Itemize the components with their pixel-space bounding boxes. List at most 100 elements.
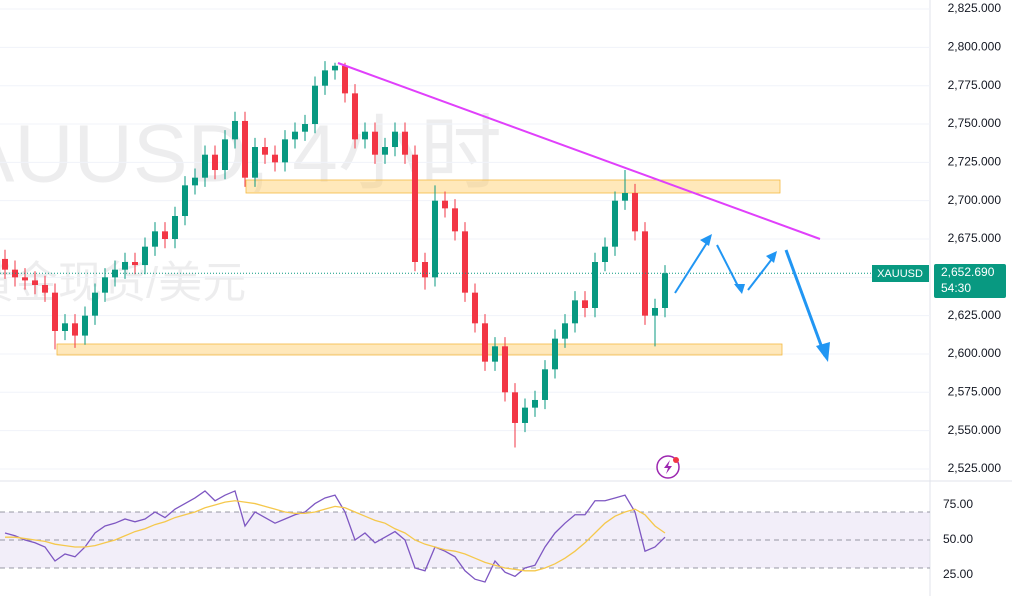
candle-body bbox=[242, 120, 248, 178]
candle-body bbox=[532, 399, 538, 408]
candle-body bbox=[652, 307, 658, 316]
projection-arrow bbox=[716, 244, 741, 291]
candle-body bbox=[62, 323, 68, 331]
projection-arrow bbox=[674, 237, 711, 294]
candle-body bbox=[172, 216, 178, 240]
y-tick-label: 2,750.000 bbox=[948, 116, 1002, 130]
candle-body bbox=[482, 323, 488, 362]
candle-body bbox=[512, 392, 518, 423]
candle-body bbox=[2, 258, 8, 270]
alert-bolt bbox=[664, 460, 672, 474]
candle-body bbox=[202, 154, 208, 178]
candle-body bbox=[522, 407, 528, 423]
zones bbox=[56, 179, 783, 356]
candle-body bbox=[102, 277, 108, 293]
candle-body bbox=[402, 131, 408, 155]
drawings bbox=[337, 62, 830, 362]
candle-body bbox=[582, 300, 588, 308]
plot bbox=[0, 61, 930, 583]
candle-body bbox=[142, 246, 148, 266]
rsi-line bbox=[5, 500, 666, 572]
y-tick-label: 2,600.000 bbox=[948, 346, 1002, 360]
candle-body bbox=[382, 147, 388, 155]
candle-body bbox=[492, 346, 498, 362]
y-tick-label: 2,625.000 bbox=[948, 308, 1002, 322]
candle-body bbox=[52, 292, 58, 331]
projection-arrow bbox=[784, 249, 827, 357]
candle-body bbox=[442, 200, 448, 209]
candle-body bbox=[542, 369, 548, 400]
y-tick-label: 2,700.000 bbox=[948, 193, 1002, 207]
candle-body bbox=[562, 323, 568, 339]
candle-body bbox=[392, 131, 398, 148]
candle-body bbox=[342, 65, 348, 94]
candle-body bbox=[622, 193, 628, 201]
trend-line bbox=[337, 62, 821, 240]
candle-body bbox=[192, 177, 198, 186]
arrow-head bbox=[700, 234, 712, 246]
y-tick-label: 25.00 bbox=[943, 567, 973, 581]
candle-body bbox=[452, 208, 458, 232]
candle-body bbox=[362, 131, 368, 140]
candle-body bbox=[322, 70, 328, 86]
projection-arrow bbox=[747, 254, 776, 291]
candle-body bbox=[572, 300, 578, 324]
candle-body bbox=[282, 139, 288, 163]
candle-body bbox=[372, 131, 378, 155]
candle-body bbox=[182, 185, 188, 217]
symbol-label: XAUUSD bbox=[877, 268, 923, 280]
candle-body bbox=[502, 346, 508, 393]
candle-body bbox=[222, 139, 228, 171]
y-tick-label: 50.00 bbox=[943, 532, 973, 546]
candle-body bbox=[132, 261, 138, 266]
y-tick-label: 2,800.000 bbox=[948, 40, 1002, 54]
arrow-head bbox=[734, 284, 745, 294]
y-tick-label: 2,575.000 bbox=[948, 384, 1002, 398]
candle-body bbox=[612, 200, 618, 247]
candle-body bbox=[252, 147, 258, 178]
y-tick-label: 2,725.000 bbox=[948, 155, 1002, 169]
resistance-zone bbox=[245, 179, 781, 194]
y-tick-label: 2,550.000 bbox=[948, 423, 1002, 437]
candle-body bbox=[632, 193, 638, 232]
last-price-label: 2,652.690 bbox=[941, 265, 995, 279]
y-tick-label: 2,525.000 bbox=[948, 461, 1002, 475]
alert-icon[interactable] bbox=[656, 455, 680, 479]
support-zone bbox=[56, 343, 783, 356]
y-tick-label: 75.00 bbox=[943, 497, 973, 511]
candle-body bbox=[72, 323, 78, 336]
candle-body bbox=[272, 154, 278, 163]
candle-body bbox=[552, 338, 558, 370]
candle-body bbox=[472, 292, 478, 324]
candle-body bbox=[262, 147, 268, 155]
candle-body bbox=[292, 131, 298, 140]
candle-body bbox=[122, 261, 128, 270]
price-badge bbox=[934, 264, 1006, 298]
candle-body bbox=[462, 231, 468, 293]
candle-body bbox=[212, 154, 218, 171]
candle-body bbox=[82, 315, 88, 336]
countdown: 54:30 bbox=[941, 281, 971, 295]
arrow-head bbox=[816, 342, 830, 362]
candle-body bbox=[352, 93, 358, 140]
candle-body bbox=[232, 120, 238, 140]
candle-body bbox=[332, 65, 338, 71]
candle-body bbox=[42, 284, 48, 293]
arrow-head bbox=[766, 251, 777, 263]
y-tick-label: 2,775.000 bbox=[948, 78, 1002, 92]
candle-body bbox=[432, 200, 438, 278]
rsi-line bbox=[4, 490, 666, 583]
candle-body bbox=[602, 246, 608, 262]
symbol-badge bbox=[872, 265, 929, 282]
alert-dot bbox=[673, 457, 679, 463]
candle-body bbox=[592, 261, 598, 308]
candle-body bbox=[152, 231, 158, 247]
candle-body bbox=[312, 85, 318, 125]
last-price-badge: XAUUSD 2,652.690 54:30 bbox=[872, 264, 1006, 298]
candle-body bbox=[92, 292, 98, 316]
candle-body bbox=[422, 261, 428, 278]
candle-body bbox=[662, 273, 668, 308]
y-tick-label: 2,675.000 bbox=[948, 231, 1002, 245]
